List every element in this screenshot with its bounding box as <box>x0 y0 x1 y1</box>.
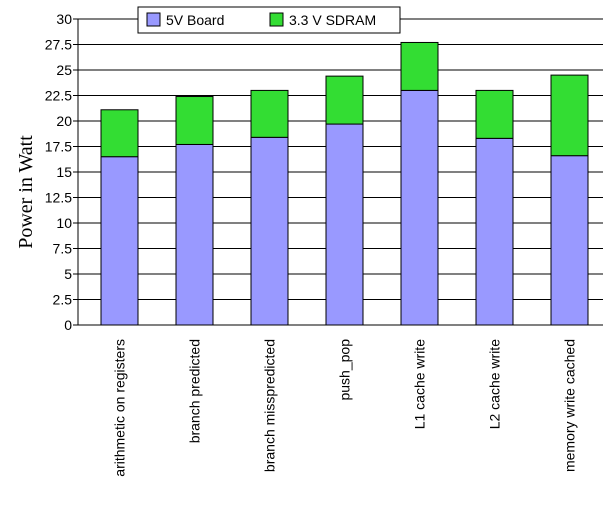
bar-segment-3v3-sdram <box>475 89 514 139</box>
y-axis-label: Power in Watt <box>15 135 37 249</box>
y-tick-label: 7.5 <box>53 241 73 257</box>
legend-label-3v3-sdram: 3.3 V SDRAM <box>289 12 376 28</box>
y-tick-label: 0 <box>64 317 72 333</box>
bar-segment-3v3-sdram <box>175 96 214 145</box>
bar-segment-5v-board <box>325 123 364 326</box>
legend-swatch-3v3-sdram <box>269 12 284 27</box>
y-tick-label: 15 <box>56 164 72 180</box>
x-category-label: branch misspredicted <box>262 339 278 472</box>
bar-segment-3v3-sdram <box>100 109 139 158</box>
x-category-label: L1 cache write <box>412 339 428 429</box>
y-tick-label: 5 <box>64 266 72 282</box>
x-category-label: memory write cached <box>562 339 578 472</box>
legend-label-5v-board: 5V Board <box>166 12 224 28</box>
y-tick-labels: 0 2.5 5 7.5 10 12.5 15 17.5 20 22.5 25 27.5 30 <box>45 11 72 333</box>
x-category-label: branch predicted <box>187 339 203 443</box>
bar-segment-5v-board <box>550 155 589 326</box>
legend-box <box>137 6 401 34</box>
y-tick-label: 25 <box>56 62 72 78</box>
y-tick-label: 30 <box>56 11 72 27</box>
bar-segment-5v-board <box>400 89 439 326</box>
y-tick-label: 17.5 <box>45 139 72 155</box>
bar-segment-5v-board <box>175 143 214 326</box>
x-category-label: arithmetic on registers <box>112 339 128 477</box>
bar-segment-5v-board <box>475 137 514 326</box>
bar-segment-3v3-sdram <box>400 41 439 91</box>
y-tick-label: 22.5 <box>45 88 72 104</box>
x-category-label: L2 cache write <box>487 339 503 429</box>
axes <box>73 18 603 326</box>
bar-segment-5v-board <box>100 156 139 326</box>
legend-swatch-5v-board <box>146 12 161 27</box>
y-tick-label: 20 <box>56 113 72 129</box>
x-category-labels: arithmetic on registers branch predicted b… <box>112 339 578 477</box>
bars <box>100 41 589 326</box>
bar-segment-3v3-sdram <box>250 89 289 138</box>
bar-segment-3v3-sdram <box>325 75 364 125</box>
y-tick-label: 10 <box>56 215 72 231</box>
bar-segment-3v3-sdram <box>550 74 589 157</box>
y-tick-label: 2.5 <box>53 292 73 308</box>
bar-segment-5v-board <box>250 136 289 326</box>
y-tick-label: 12.5 <box>45 190 72 206</box>
legend: 5V Board 3.3 V SDRAM <box>137 6 401 34</box>
x-category-label: push_pop <box>337 339 353 401</box>
y-tick-label: 27.5 <box>45 37 72 53</box>
